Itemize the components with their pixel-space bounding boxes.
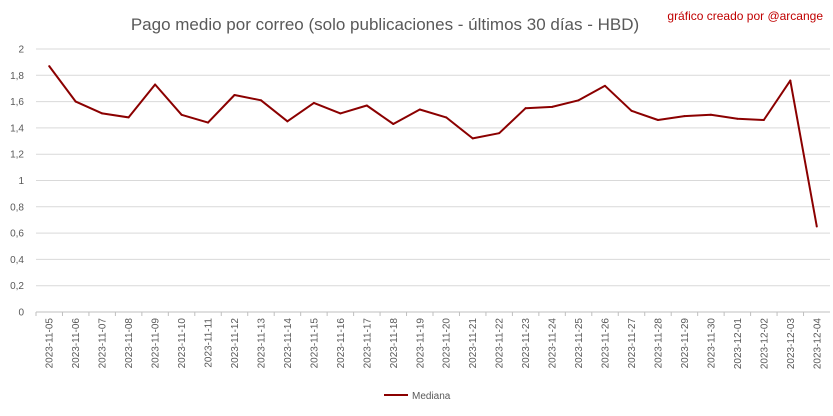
- x-tick-label: 2023-11-17: [362, 318, 373, 369]
- y-tick-label: 0,2: [10, 281, 24, 292]
- x-tick-label: 2023-11-23: [521, 318, 532, 369]
- data-point: [286, 120, 289, 123]
- x-tick-label: 2023-12-02: [759, 318, 770, 370]
- data-point: [524, 107, 527, 110]
- x-tick-label: 2023-11-24: [548, 318, 559, 369]
- x-tick-label: 2023-11-13: [256, 318, 267, 369]
- x-tick-label: 2023-11-27: [627, 318, 638, 369]
- y-tick-label: 1,8: [10, 71, 24, 82]
- x-tick-label: 2023-11-21: [468, 318, 479, 369]
- chart-title: Pago medio por correo (solo publicacione…: [131, 15, 639, 34]
- x-tick-label: 2023-11-20: [442, 318, 453, 369]
- data-point: [683, 115, 686, 118]
- data-point: [259, 99, 262, 102]
- x-tick-label: 2023-11-22: [495, 318, 506, 369]
- x-tick-label: 2023-11-25: [574, 318, 585, 369]
- x-tick-label: 2023-12-03: [786, 318, 797, 370]
- data-point: [365, 104, 368, 107]
- data-point: [630, 109, 633, 112]
- data-point: [312, 101, 315, 104]
- y-tick-label: 0: [18, 308, 24, 319]
- y-tick-label: 1,2: [10, 150, 24, 161]
- data-point: [233, 94, 236, 97]
- y-tick-label: 2: [18, 45, 24, 56]
- data-point: [551, 105, 554, 108]
- data-point: [498, 132, 501, 135]
- y-tick-label: 1,6: [10, 97, 24, 108]
- data-point: [74, 100, 77, 103]
- y-tick-label: 1,4: [10, 123, 24, 134]
- x-tick-label: 2023-12-01: [733, 318, 744, 370]
- data-point: [445, 116, 448, 119]
- x-tick-label: 2023-11-18: [389, 318, 400, 369]
- chart-credit: gráfico creado por @arcange: [667, 9, 823, 23]
- data-point: [207, 121, 210, 124]
- data-point: [48, 65, 51, 68]
- x-axis-ticks: 2023-11-05 2023-11-06 2023-11-07 2023-11-08…: [35, 312, 823, 370]
- x-tick-label: 2023-11-16: [336, 318, 347, 369]
- x-tick-label: 2023-11-07: [98, 318, 109, 369]
- data-point: [604, 84, 607, 87]
- y-tick-label: 0,4: [10, 255, 24, 266]
- series-line-mediana: [48, 65, 818, 227]
- series-group: [48, 65, 818, 228]
- legend-label-mediana: Mediana: [412, 391, 451, 402]
- data-point: [815, 225, 818, 228]
- x-tick-label: 2023-11-05: [45, 318, 56, 369]
- data-point: [762, 119, 765, 122]
- x-tick-label: 2023-11-28: [653, 318, 664, 369]
- data-point: [471, 137, 474, 140]
- data-point: [392, 122, 395, 125]
- data-point: [339, 112, 342, 115]
- data-point: [789, 79, 792, 82]
- y-axis-ticks: 0 0,2 0,4 0,6 0,8 1 1,2 1,4 1,6 1,8 2: [10, 45, 24, 319]
- data-point: [656, 119, 659, 122]
- x-tick-label: 2023-11-10: [177, 318, 188, 369]
- gridlines: [36, 48, 830, 313]
- x-tick-label: 2023-11-29: [680, 318, 691, 369]
- data-point: [577, 99, 580, 102]
- x-tick-label: 2023-11-14: [283, 318, 294, 369]
- y-tick-label: 0,6: [10, 229, 24, 240]
- data-point: [180, 113, 183, 116]
- y-tick-label: 0,8: [10, 202, 24, 213]
- x-tick-label: 2023-11-12: [230, 318, 241, 369]
- data-point: [736, 117, 739, 120]
- data-point: [127, 116, 130, 119]
- x-tick-label: 2023-11-19: [415, 318, 426, 369]
- x-tick-label: 2023-11-08: [124, 318, 135, 369]
- data-point: [709, 113, 712, 116]
- x-tick-label: 2023-12-04: [812, 318, 823, 370]
- data-point: [418, 108, 421, 111]
- x-tick-label: 2023-11-30: [706, 318, 717, 369]
- y-tick-label: 1: [18, 176, 24, 187]
- x-tick-label: 2023-11-26: [601, 318, 612, 369]
- x-tick-label: 2023-11-09: [151, 318, 162, 369]
- x-tick-label: 2023-11-06: [71, 318, 82, 369]
- data-point: [154, 83, 157, 86]
- x-tick-label: 2023-11-11: [204, 318, 215, 368]
- legend: Mediana: [384, 391, 451, 402]
- data-point: [101, 112, 104, 115]
- x-tick-label: 2023-11-15: [309, 318, 320, 369]
